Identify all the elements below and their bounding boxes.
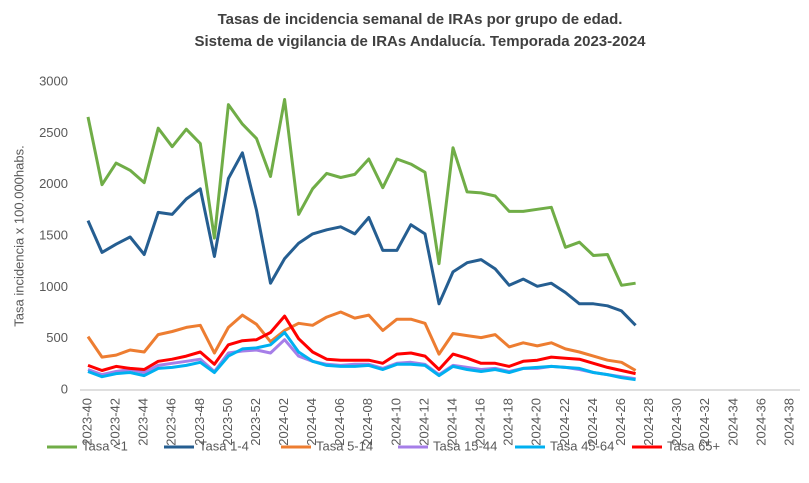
x-tick-label: 2024-30: [669, 398, 684, 446]
legend-label: Tasa 1-4: [199, 438, 249, 453]
y-tick-label: 500: [46, 330, 68, 345]
x-tick-label: 2023-40: [79, 398, 94, 446]
x-tick-label: 2024-14: [444, 398, 459, 446]
y-tick-label: 0: [61, 381, 68, 396]
y-tick-label: 3000: [39, 73, 68, 88]
x-tick-label: 2023-44: [136, 398, 151, 446]
chart-title: Sistema de vigilancia de IRAs Andalucía.…: [194, 33, 646, 50]
x-tick-label: 2024-20: [529, 398, 544, 446]
x-tick-label: 2024-12: [416, 398, 431, 446]
x-tick-label: 2024-04: [304, 398, 319, 446]
x-tick-label: 2024-36: [753, 398, 768, 446]
legend-label: Tasa <1: [82, 438, 128, 453]
x-tick-label: 2024-10: [388, 398, 403, 446]
series-line: [86, 98, 636, 287]
y-axis-label: Tasa incidencia x 100.000habs.: [11, 145, 26, 326]
x-tick-label: 2023-50: [220, 398, 235, 446]
x-tick-label: 2024-08: [360, 398, 375, 446]
y-tick-label: 1000: [39, 279, 68, 294]
x-tick-label: 2024-28: [641, 398, 656, 446]
x-tick-label: 2023-42: [108, 398, 123, 446]
x-tick-label: 2023-48: [192, 398, 207, 446]
series-line: [86, 310, 637, 372]
y-tick-label: 1500: [39, 227, 68, 242]
x-tick-label: 2024-26: [613, 398, 628, 446]
legend-label: Tasa 45-64: [550, 438, 614, 453]
chart-title: Tasas de incidencia semanal de IRAs por …: [218, 11, 623, 28]
series-line: [87, 314, 636, 376]
x-tick-label: 2024-34: [725, 398, 740, 446]
x-tick-label: 2024-02: [276, 398, 291, 446]
x-tick-label: 2024-24: [585, 398, 600, 446]
x-tick-label: 2024-22: [557, 398, 572, 446]
series-line: [86, 151, 637, 327]
legend-label: Tasa 5-14: [316, 438, 373, 453]
x-tick-label: 2023-52: [248, 398, 263, 446]
x-tick-label: 2024-18: [501, 398, 516, 446]
series-line: [87, 331, 636, 382]
legend-label: Tasa 15-44: [433, 438, 497, 453]
x-tick-label: 2023-46: [164, 398, 179, 446]
legend-label: Tasa 65+: [667, 438, 720, 453]
y-tick-label: 2500: [39, 125, 68, 140]
x-tick-label: 2024-06: [332, 398, 347, 446]
x-tick-label: 2024-16: [473, 398, 488, 446]
x-tick-label: 2024-32: [697, 398, 712, 446]
x-tick-label: 2024-38: [781, 398, 796, 446]
y-tick-label: 2000: [39, 176, 68, 191]
